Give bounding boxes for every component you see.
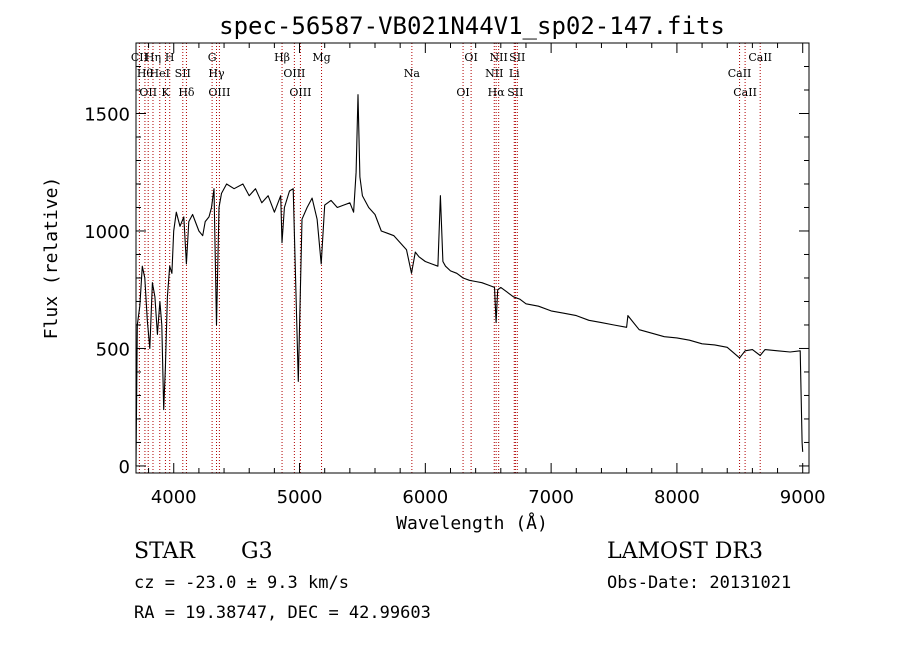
- survey-name: LAMOST DR3: [607, 539, 763, 564]
- x-tick-label: 5000: [277, 487, 323, 508]
- object-type: STAR: [134, 539, 195, 564]
- spectral-line-label: SII: [175, 67, 191, 80]
- y-tick-label: 1500: [84, 104, 130, 125]
- x-tick-label: 8000: [654, 487, 700, 508]
- spectral-line-label: Na: [404, 67, 421, 80]
- spectral-line-label: SII: [507, 86, 523, 99]
- object-subclass: G3: [241, 539, 273, 564]
- spectral-line-label: OIII: [283, 67, 305, 80]
- spectral-line-label: OI: [456, 86, 469, 99]
- spectral-line-label: HeI: [150, 67, 170, 80]
- y-tick-label: 0: [119, 457, 130, 478]
- spectral-line-label: Hθ: [137, 67, 154, 80]
- spectral-line-label: OIII: [289, 86, 311, 99]
- spectral-line-label: G: [208, 51, 217, 64]
- observation-date: Obs-Date: 20131021: [607, 573, 792, 593]
- spectral-line-label: Hα: [488, 86, 506, 99]
- y-axis-label: Flux (relative): [41, 177, 62, 340]
- chart-axes: [135, 42, 810, 474]
- spectral-line-label: OII: [139, 86, 157, 99]
- spectral-line-label: SII: [509, 51, 525, 64]
- spectral-line-label: Hη: [145, 51, 161, 64]
- spectral-line-label: K: [161, 86, 170, 99]
- spectral-line-label: Hγ: [208, 67, 225, 80]
- x-tick-label: 7000: [528, 487, 574, 508]
- spectral-line-label: OI: [464, 51, 477, 64]
- spectrum-line: [135, 94, 804, 467]
- spectral-line-labels: CIIHθOIIHηHeIKHSIIHδGHγOIIIHβOIIIOIIIMgN…: [131, 51, 772, 99]
- tick-labels: 4000 5000 6000 7000 8000 9000 0 500 1000 1500: [84, 104, 825, 508]
- spectral-line-label: Hβ: [274, 51, 290, 64]
- spectral-line-label: CaII: [733, 86, 757, 99]
- spectral-line-label: CaII: [728, 67, 752, 80]
- spectral-line-label: Li: [509, 67, 520, 80]
- spectral-line-label: CaII: [748, 51, 772, 64]
- spectral-line-label: NII: [485, 67, 503, 80]
- y-tick-label: 500: [96, 339, 130, 360]
- spectral-line-label: CII: [131, 51, 148, 64]
- spectral-line-label: NII: [490, 51, 508, 64]
- y-tick-label: 1000: [84, 222, 130, 243]
- spectral-line-label: Mg: [312, 51, 330, 64]
- coordinates: RA = 19.38747, DEC = 42.99603: [134, 603, 431, 623]
- spectrum-series: [135, 94, 804, 467]
- x-tick-label: 9000: [780, 487, 826, 508]
- spectral-line-label: H: [165, 51, 175, 64]
- x-tick-label: 4000: [151, 487, 197, 508]
- radial-velocity: cz = -23.0 ± 9.3 km/s: [134, 573, 349, 593]
- spectral-line-label: Hδ: [178, 86, 195, 99]
- chart-title: spec-56587-VB021N44V1_sp02-147.fits: [219, 12, 725, 40]
- x-axis-label: Wavelength (Å): [396, 512, 548, 534]
- spectral-line-label: OIII: [208, 86, 230, 99]
- x-tick-label: 6000: [402, 487, 448, 508]
- plot-frame: [135, 42, 810, 474]
